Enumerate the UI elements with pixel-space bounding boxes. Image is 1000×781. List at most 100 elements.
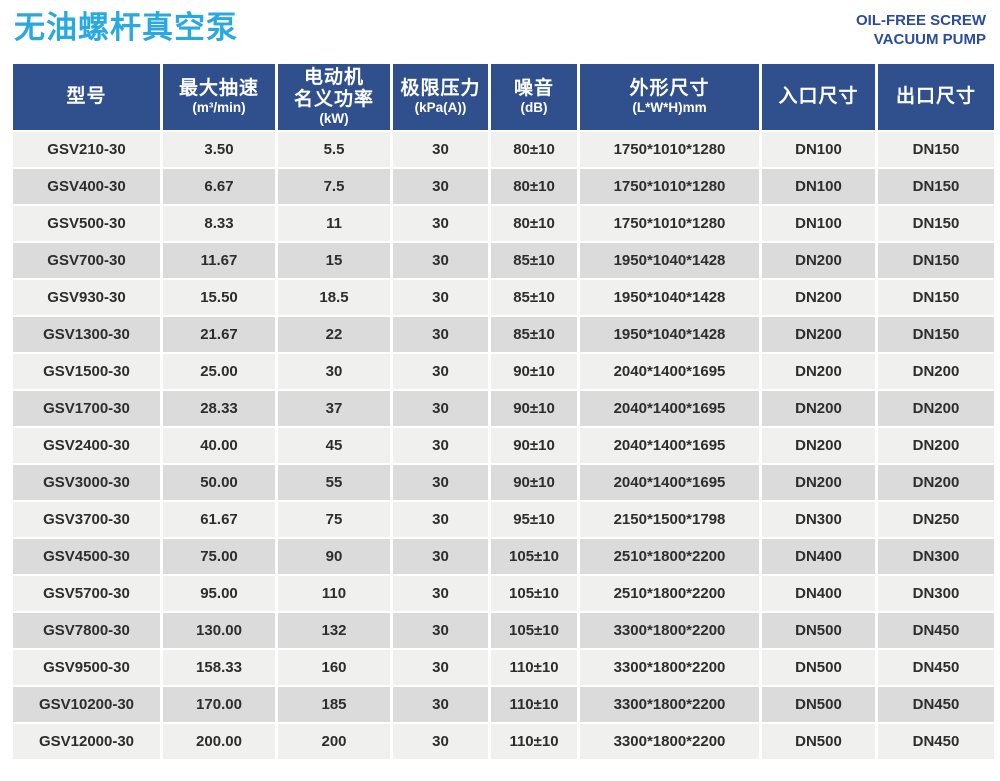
cell-noise: 85±10 [491,243,577,278]
cell-model: GSV10200-30 [13,687,160,722]
cell-outlet-size: DN200 [878,465,994,500]
cell-outlet-size: DN300 [878,539,994,574]
cell-max-pumping-speed: 21.67 [163,317,275,352]
cell-outlet-size: DN450 [878,724,994,759]
cell-dimensions: 2040*1400*1695 [580,465,759,500]
cell-noise: 80±10 [491,206,577,241]
cell-dimensions: 3300*1800*2200 [580,687,759,722]
table-row: GSV10200-30 170.00 185 30 110±10 3300*1800*22… [13,687,994,722]
cell-outlet-size: DN250 [878,502,994,537]
col-header-line: 电动机 [303,67,364,89]
cell-ultimate-pressure: 30 [393,650,488,685]
cell-motor-rated-power: 18.5 [278,280,390,315]
col-header-noise: 噪音 (dB) [491,64,577,130]
page-subtitle: OIL-FREE SCREW VACUUM PUMP [856,10,986,50]
cell-dimensions: 2150*1500*1798 [580,502,759,537]
cell-inlet-size: DN500 [762,724,875,759]
cell-motor-rated-power: 11 [278,206,390,241]
cell-outlet-size: DN300 [878,576,994,611]
cell-dimensions: 1950*1040*1428 [580,243,759,278]
cell-dimensions: 1750*1010*1280 [580,169,759,204]
col-header-line: 极限压力 [400,77,481,99]
cell-model: GSV9500-30 [13,650,160,685]
cell-noise: 110±10 [491,687,577,722]
table-row: GSV1700-30 28.33 37 30 90±10 2040*1400*1695 DN… [13,391,994,426]
cell-max-pumping-speed: 25.00 [163,354,275,389]
cell-outlet-size: DN200 [878,428,994,463]
cell-max-pumping-speed: 6.67 [163,169,275,204]
cell-max-pumping-speed: 75.00 [163,539,275,574]
cell-model: GSV1700-30 [13,391,160,426]
col-header-line: 入口尺寸 [778,86,859,108]
cell-model: GSV5700-30 [13,576,160,611]
cell-inlet-size: DN200 [762,280,875,315]
page-title: 无油螺杆真空泵 [14,10,238,45]
cell-inlet-size: DN200 [762,243,875,278]
cell-noise: 90±10 [491,465,577,500]
col-header-line: (m³/min) [192,99,246,115]
cell-motor-rated-power: 37 [278,391,390,426]
cell-outlet-size: DN200 [878,391,994,426]
cell-max-pumping-speed: 8.33 [163,206,275,241]
cell-inlet-size: DN200 [762,465,875,500]
cell-outlet-size: DN150 [878,206,994,241]
cell-ultimate-pressure: 30 [393,576,488,611]
cell-ultimate-pressure: 30 [393,465,488,500]
cell-inlet-size: DN200 [762,354,875,389]
cell-model: GSV930-30 [13,280,160,315]
cell-motor-rated-power: 45 [278,428,390,463]
cell-model: GSV2400-30 [13,428,160,463]
cell-dimensions: 3300*1800*2200 [580,724,759,759]
cell-motor-rated-power: 110 [278,576,390,611]
col-header-line: 外形尺寸 [629,77,710,99]
cell-inlet-size: DN400 [762,576,875,611]
cell-noise: 95±10 [491,502,577,537]
spec-table-head: 型号 最大抽速 (m³/min) 电动机 名义功率 (kW) 极限压力 (kPa(A)) 噪音(… [13,64,994,130]
cell-noise: 90±10 [491,391,577,426]
cell-noise: 90±10 [491,428,577,463]
cell-outlet-size: DN450 [878,613,994,648]
col-header-line: (kW) [319,110,349,126]
cell-noise: 105±10 [491,539,577,574]
cell-motor-rated-power: 5.5 [278,132,390,167]
cell-model: GSV700-30 [13,243,160,278]
col-header-line: 最大抽速 [178,77,259,99]
cell-ultimate-pressure: 30 [393,280,488,315]
cell-ultimate-pressure: 30 [393,354,488,389]
cell-dimensions: 1950*1040*1428 [580,317,759,352]
cell-inlet-size: DN200 [762,391,875,426]
cell-motor-rated-power: 15 [278,243,390,278]
cell-model: GSV1500-30 [13,354,160,389]
cell-model: GSV12000-30 [13,724,160,759]
col-header-line: 噪音 [513,77,554,99]
table-row: GSV1300-30 21.67 22 30 85±10 1950*1040*1428 DN… [13,317,994,352]
cell-noise: 105±10 [491,576,577,611]
cell-ultimate-pressure: 30 [393,243,488,278]
cell-max-pumping-speed: 3.50 [163,132,275,167]
cell-dimensions: 2040*1400*1695 [580,428,759,463]
cell-model: GSV7800-30 [13,613,160,648]
cell-inlet-size: DN100 [762,206,875,241]
table-row: GSV2400-30 40.00 45 30 90±10 2040*1400*1695 DN… [13,428,994,463]
cell-model: GSV210-30 [13,132,160,167]
cell-inlet-size: DN300 [762,502,875,537]
spec-table-body: GSV210-30 3.50 5.5 30 80±10 1750*1010*1280 DN1… [13,132,994,759]
cell-max-pumping-speed: 95.00 [163,576,275,611]
cell-dimensions: 2510*1800*2200 [580,539,759,574]
table-row: GSV3700-30 61.67 75 30 95±10 2150*1500*1798 DN… [13,502,994,537]
table-row: GSV930-30 15.50 18.5 30 85±10 1950*1040*1428 D… [13,280,994,315]
col-header-line: (L*W*H)mm [632,99,707,115]
cell-model: GSV4500-30 [13,539,160,574]
cell-ultimate-pressure: 30 [393,391,488,426]
col-header-line: 型号 [66,86,107,108]
cell-max-pumping-speed: 28.33 [163,391,275,426]
cell-motor-rated-power: 55 [278,465,390,500]
cell-noise: 110±10 [491,650,577,685]
cell-model: GSV500-30 [13,206,160,241]
cell-outlet-size: DN450 [878,650,994,685]
table-row: GSV9500-30 158.33 160 30 110±10 3300*1800*220… [13,650,994,685]
cell-noise: 85±10 [491,317,577,352]
cell-max-pumping-speed: 40.00 [163,428,275,463]
cell-motor-rated-power: 75 [278,502,390,537]
cell-noise: 80±10 [491,169,577,204]
